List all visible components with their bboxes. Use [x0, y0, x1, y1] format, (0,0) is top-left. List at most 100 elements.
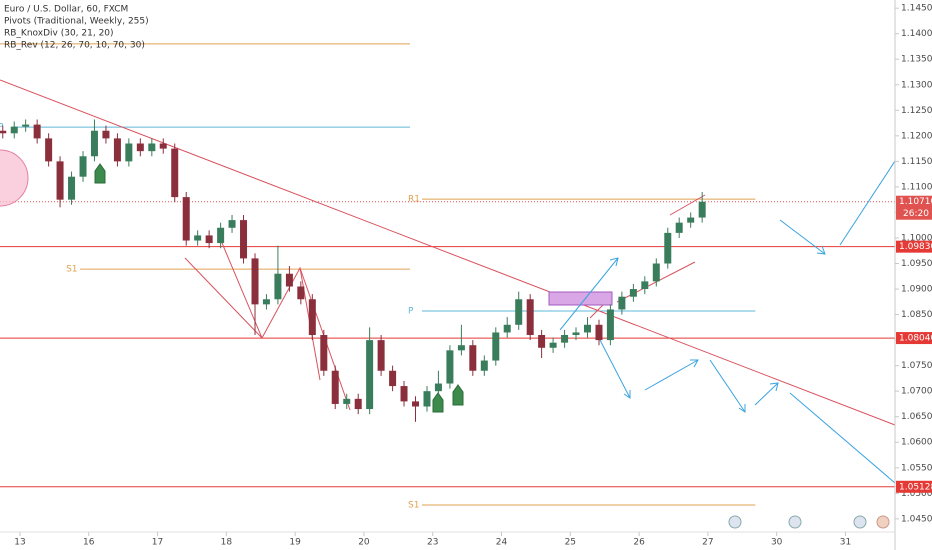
y-tick-label: 1.09500: [901, 259, 932, 269]
candle-body: [90, 130, 98, 157]
candle-body: [652, 263, 660, 282]
candle-body: [79, 156, 87, 177]
candle-body: [113, 138, 121, 162]
candle-body: [538, 335, 546, 348]
highlight-circle: [0, 149, 29, 207]
candle-body: [434, 383, 442, 392]
candle-body: [308, 299, 316, 336]
event-icons: [728, 515, 890, 529]
pivots: P S1 R1 P S1: [0, 43, 756, 511]
indicator-label: Pivots (Traditional, Weekly, 255): [4, 17, 149, 27]
level-price-box: [896, 240, 932, 253]
last-price-box: [896, 195, 932, 220]
indicator-label: RB_KnoxDiv (30, 21, 20): [4, 29, 114, 39]
candle-body: [102, 130, 110, 139]
y-tick-label: 1.12000: [901, 131, 932, 141]
candle-body: [68, 176, 76, 200]
candle-body: [503, 324, 511, 333]
candle-body: [262, 299, 270, 305]
candle-body: [331, 370, 339, 404]
indicator-label: RB_Rev (12, 26, 70, 10, 70, 30): [4, 41, 145, 51]
candle-body: [572, 332, 580, 336]
candle-body: [412, 401, 420, 407]
candle-body: [343, 398, 351, 404]
candle-body: [595, 324, 603, 341]
candle-body: [389, 370, 397, 387]
candle-body: [182, 197, 190, 241]
x-tick-label: 17: [152, 538, 163, 548]
candle-body: [480, 360, 488, 371]
y-tick-label: 1.14000: [901, 29, 932, 39]
channel-line: [669, 194, 706, 216]
candle-body: [217, 227, 225, 244]
candle-body: [377, 340, 385, 371]
candle-body: [240, 220, 248, 259]
candle-body: [492, 332, 500, 361]
candle-body: [159, 143, 167, 149]
candle-body: [136, 143, 144, 152]
x-tick-label: 27: [702, 538, 713, 548]
candle-body: [285, 273, 293, 287]
pivot-label: S1: [408, 501, 419, 511]
y-tick-label: 1.12500: [901, 106, 932, 116]
x-tick-label: 31: [840, 538, 851, 548]
candle-body: [515, 299, 523, 325]
x-tick-label: 26: [633, 538, 645, 548]
pivot-label: R1: [408, 195, 420, 205]
candle-body: [33, 124, 41, 139]
candle-body: [446, 350, 454, 384]
candle-body: [583, 324, 591, 333]
candle-body: [125, 143, 133, 162]
y-tick-label: 1.13500: [901, 55, 932, 65]
y-tick-label: 1.11500: [901, 157, 932, 167]
pivot-label: S1: [66, 265, 77, 275]
candle-body: [675, 222, 683, 233]
candle-body: [549, 342, 557, 348]
x-tick-label: 30: [771, 538, 783, 548]
zone-box: [548, 291, 613, 306]
candle-body: [45, 138, 53, 162]
x-tick-label: 23: [427, 538, 438, 548]
signal-markers: [94, 163, 464, 413]
candle-body: [606, 309, 614, 341]
y-tick-label: 1.07000: [901, 387, 932, 397]
legend: Euro / U.S. Dollar, 60, FXCM Pivots (Tra…: [4, 5, 149, 51]
y-tick-label: 1.04500: [901, 514, 932, 524]
level-price-label: 1.09830: [899, 242, 932, 252]
y-tick-label: 1.10000: [901, 233, 932, 243]
candle-body: [228, 220, 236, 228]
candle-body: [457, 345, 465, 351]
candle-body: [354, 398, 362, 410]
last-price-label: 1.10710: [899, 197, 932, 207]
candle-body: [297, 286, 305, 300]
y-tick-label: 1.05500: [901, 463, 932, 473]
price-axis-bg: [895, 0, 932, 550]
x-tick-label: 25: [565, 538, 576, 548]
candle-body: [171, 148, 179, 198]
level-price-label: 1.05128: [899, 482, 932, 492]
candle-body: [194, 235, 202, 241]
candles: [0, 119, 706, 422]
candle-body: [629, 289, 637, 297]
y-tick-label: 1.06000: [901, 438, 932, 448]
candle-body: [526, 299, 534, 336]
x-tick-label: 24: [496, 538, 508, 548]
trend-line: [0, 79, 896, 426]
level-price-label: 1.08040: [899, 334, 932, 344]
candle-body: [687, 217, 695, 223]
x-tick-label: 13: [14, 538, 25, 548]
y-tick-label: 1.14500: [901, 4, 932, 14]
y-tick-label: 1.13000: [901, 80, 932, 90]
candle-body: [561, 335, 569, 343]
candle-body: [469, 345, 477, 371]
candle-body: [0, 130, 7, 134]
candle-body: [423, 391, 431, 407]
pivot-label: P: [0, 123, 4, 133]
candle-body: [698, 201, 706, 218]
candle-body: [22, 124, 30, 127]
candle-body: [56, 161, 64, 200]
levels: [0, 201, 895, 488]
candle-body: [664, 232, 672, 264]
